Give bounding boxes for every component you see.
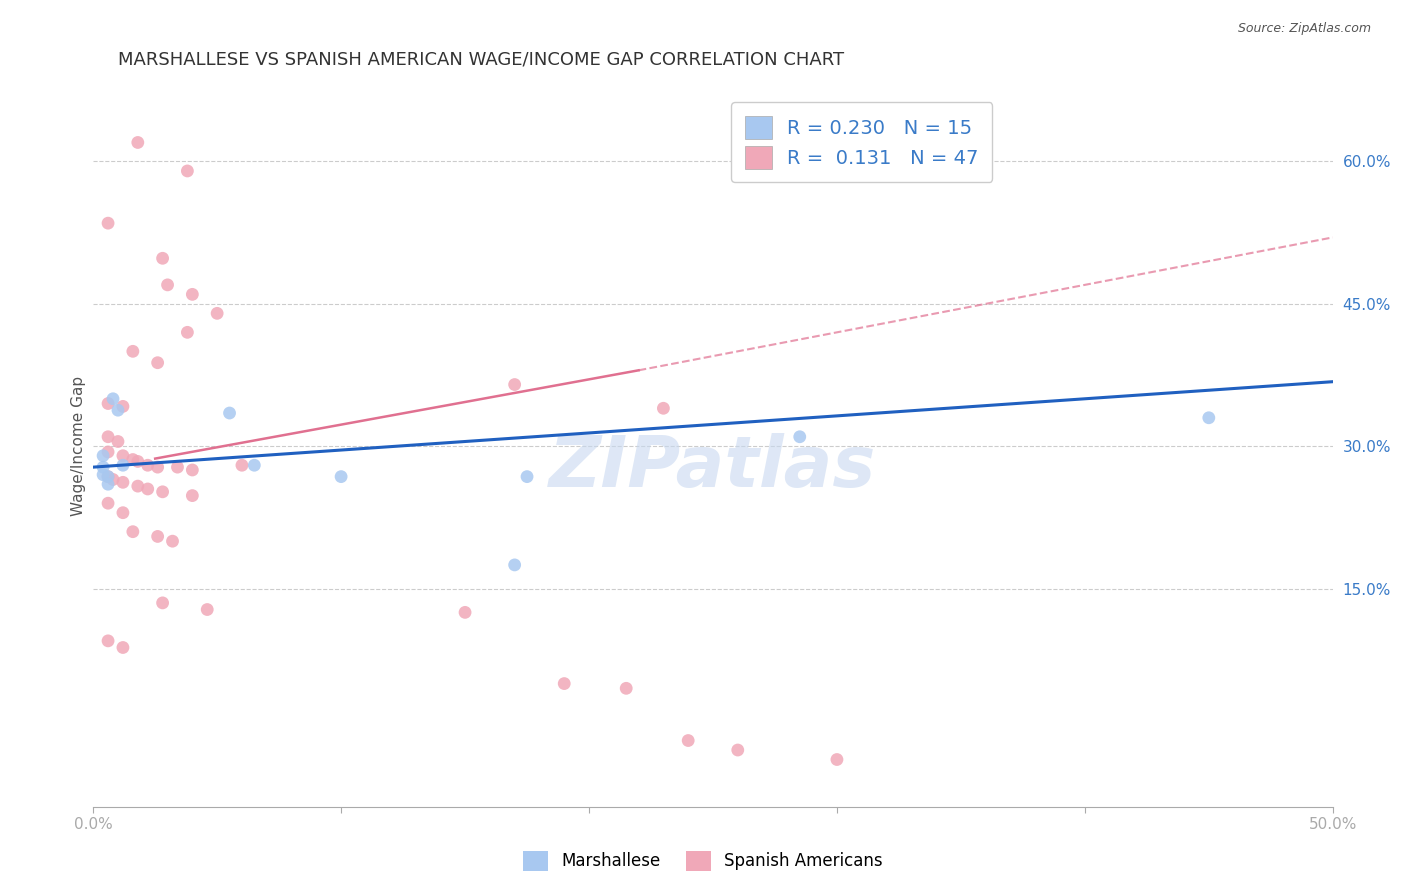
Point bbox=[181, 463, 204, 477]
Point bbox=[146, 460, 169, 475]
Point bbox=[553, 676, 575, 690]
Point bbox=[516, 469, 538, 483]
Point bbox=[503, 558, 526, 572]
Point bbox=[205, 306, 228, 320]
Point bbox=[127, 454, 149, 468]
Point bbox=[176, 164, 198, 178]
Point bbox=[195, 602, 218, 616]
Point bbox=[614, 681, 637, 696]
Point bbox=[97, 216, 120, 230]
Point bbox=[97, 430, 120, 444]
Point bbox=[101, 392, 124, 406]
Point bbox=[121, 524, 143, 539]
Point bbox=[218, 406, 240, 420]
Point bbox=[152, 252, 174, 266]
Point bbox=[111, 458, 134, 473]
Point bbox=[152, 596, 174, 610]
Point bbox=[111, 400, 134, 414]
Point bbox=[789, 430, 811, 444]
Point bbox=[97, 396, 120, 410]
Point bbox=[111, 475, 134, 490]
Point bbox=[101, 473, 124, 487]
Point bbox=[503, 377, 526, 392]
Point bbox=[166, 460, 188, 475]
Point bbox=[121, 452, 143, 467]
Point bbox=[97, 633, 120, 648]
Text: MARSHALLESE VS SPANISH AMERICAN WAGE/INCOME GAP CORRELATION CHART: MARSHALLESE VS SPANISH AMERICAN WAGE/INC… bbox=[118, 51, 844, 69]
Point bbox=[652, 401, 675, 416]
Point bbox=[97, 445, 120, 459]
Point bbox=[111, 449, 134, 463]
Point bbox=[825, 752, 848, 766]
Point bbox=[91, 460, 114, 475]
Text: ZIPatlas: ZIPatlas bbox=[550, 434, 877, 502]
Point bbox=[97, 496, 120, 510]
Point bbox=[127, 479, 149, 493]
Point bbox=[111, 506, 134, 520]
Point bbox=[91, 467, 114, 482]
Point bbox=[97, 469, 120, 483]
Point bbox=[181, 489, 204, 503]
Legend: R = 0.230   N = 15, R =  0.131   N = 47: R = 0.230 N = 15, R = 0.131 N = 47 bbox=[731, 103, 993, 182]
Point bbox=[107, 434, 129, 449]
Point bbox=[181, 287, 204, 301]
Point bbox=[727, 743, 749, 757]
Point bbox=[111, 640, 134, 655]
Point bbox=[136, 458, 159, 473]
Point bbox=[97, 469, 120, 483]
Point bbox=[91, 449, 114, 463]
Point bbox=[162, 534, 184, 549]
Point bbox=[454, 606, 477, 620]
Point bbox=[152, 484, 174, 499]
Text: Source: ZipAtlas.com: Source: ZipAtlas.com bbox=[1237, 22, 1371, 36]
Point bbox=[127, 136, 149, 150]
Point bbox=[146, 529, 169, 543]
Point bbox=[330, 469, 353, 483]
Point bbox=[121, 344, 143, 359]
Point bbox=[97, 477, 120, 491]
Legend: Marshallese, Spanish Americans: Marshallese, Spanish Americans bbox=[515, 842, 891, 880]
Point bbox=[156, 277, 179, 292]
Point bbox=[107, 403, 129, 417]
Point bbox=[176, 326, 198, 340]
Point bbox=[676, 733, 699, 747]
Point bbox=[231, 458, 253, 473]
Y-axis label: Wage/Income Gap: Wage/Income Gap bbox=[72, 376, 86, 516]
Point bbox=[146, 356, 169, 370]
Point bbox=[243, 458, 266, 473]
Point bbox=[136, 482, 159, 496]
Point bbox=[1198, 410, 1220, 425]
